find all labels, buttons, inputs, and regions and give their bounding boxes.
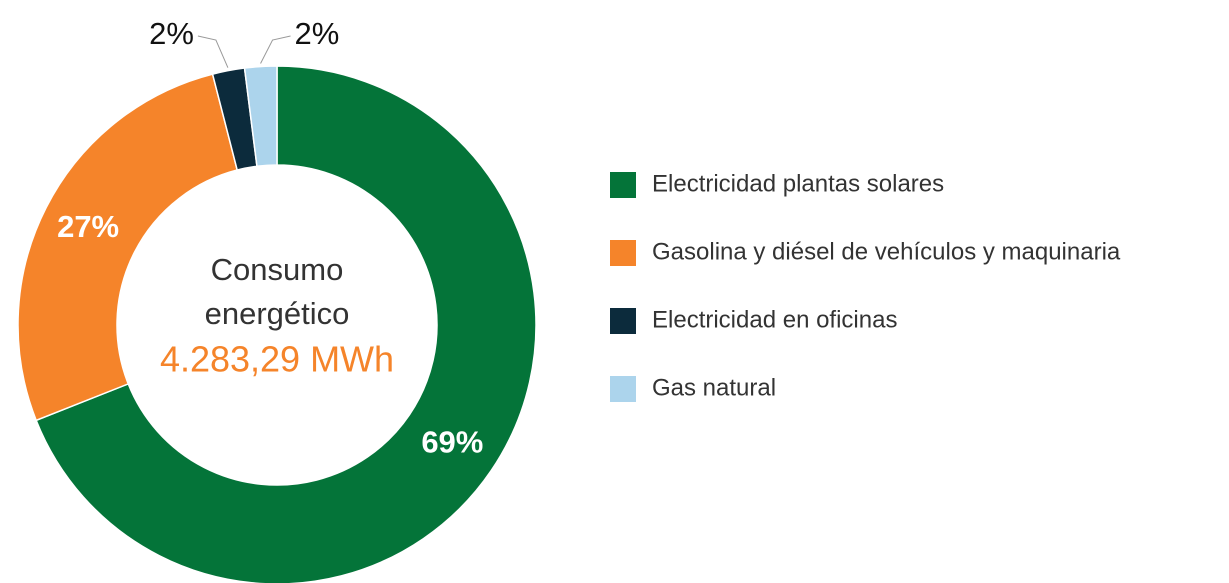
donut-slice (17, 73, 239, 422)
legend-label: Electricidad plantas solares (652, 170, 944, 197)
data-label: 2% (149, 16, 194, 51)
center-value: 4.283,29 MWh (160, 339, 394, 380)
legend-label: Gasolina y diésel de vehículos y maquina… (652, 238, 1121, 265)
legend-label: Electricidad en oficinas (652, 306, 897, 333)
leader-line (260, 35, 291, 64)
legend-swatch (610, 308, 636, 334)
legend-swatch (610, 240, 636, 266)
data-label: 2% (295, 16, 340, 51)
donut-slice (243, 65, 278, 168)
leader-line (197, 35, 229, 68)
donut-slice (35, 65, 537, 583)
center-text: energético (205, 296, 350, 331)
data-label: 69% (421, 424, 483, 459)
legend-swatch (610, 172, 636, 198)
legend-swatch (610, 376, 636, 402)
legend-label: Gas natural (652, 374, 776, 401)
data-label: 27% (57, 209, 119, 244)
center-text: Consumo (211, 252, 344, 287)
